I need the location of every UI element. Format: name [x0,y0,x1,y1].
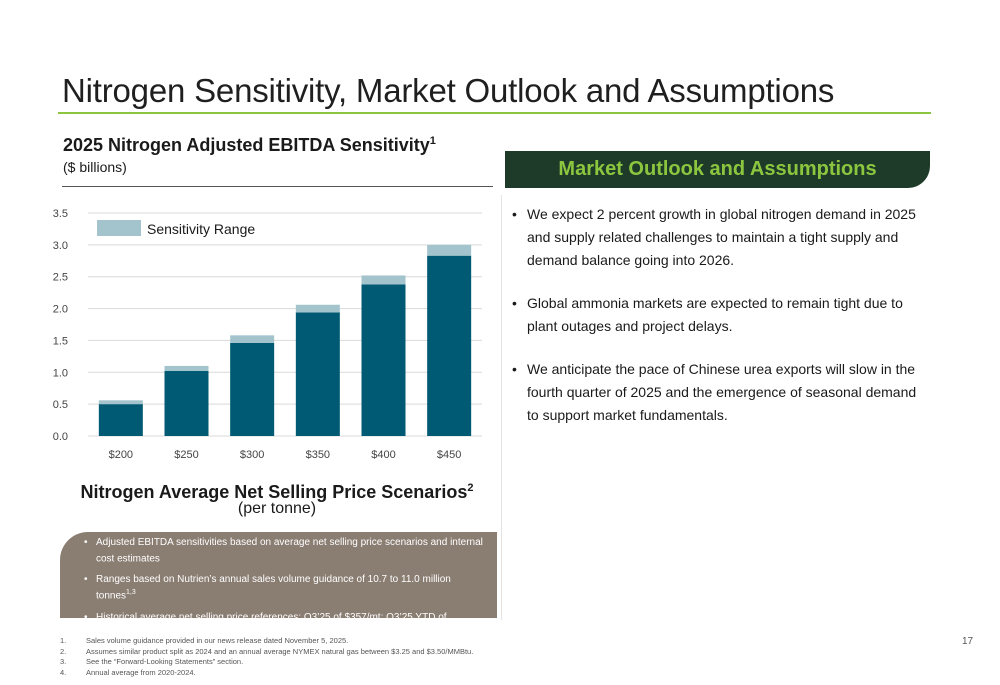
chart-x-axis: $200 $250 $300 $350 $400 $450 [109,449,462,461]
x-tick-label: $250 [174,449,198,461]
note-footnote-ref: 1,3 [126,589,136,597]
chart-x-axis-title: Nitrogen Average Net Selling Price Scena… [62,482,492,503]
x-tick-label: $350 [306,449,330,461]
x-tick-label: $300 [240,449,264,461]
chart-y-axis: 0.0 0.5 1.0 1.5 2.0 2.5 3.0 3.5 [53,208,68,443]
bar-base [230,342,275,436]
note-text: Adjusted EBITDA sensitivities based on a… [96,537,483,565]
y-tick-label: 2.0 [53,304,68,316]
page-title: Nitrogen Sensitivity, Market Outlook and… [62,72,835,109]
y-tick-label: 1.0 [53,367,68,379]
market-outlook-header: Market Outlook and Assumptions [505,151,930,188]
outlook-item: We expect 2 percent growth in global nit… [510,203,920,272]
page-number: 17 [962,636,974,647]
y-tick-label: 3.0 [53,240,68,252]
chart-top-rule [62,186,493,187]
chart-x-axis-unit: (per tonne) [237,500,317,517]
assumption-notes-box: Adjusted EBITDA sensitivities based on a… [60,532,497,639]
x-tick-label: $450 [437,449,461,461]
chart-unit-label: ($ billions) [63,159,127,175]
note-footnote-ref: 4 [254,626,259,634]
y-tick-label: 0.5 [53,399,68,411]
chart-title-text: 2025 Nitrogen Adjusted EBITDA Sensitivit… [63,135,430,155]
footnote-number: 4. [60,667,67,677]
chart-title: 2025 Nitrogen Adjusted EBITDA Sensitivit… [63,135,436,156]
bar-sensitivity-range [164,365,209,372]
title-rule [58,112,931,114]
market-outlook-list: We expect 2 percent growth in global nit… [510,203,920,447]
bar-base [295,312,340,436]
bar-sensitivity-range [98,400,143,405]
bar-base [427,255,472,436]
bar-base [98,404,143,436]
note-item: Ranges based on Nutrien’s annual sales v… [82,573,483,602]
footnote-text: Annual average from 2020-2024. [86,667,196,677]
note-text: Ranges based on Nutrien’s annual sales v… [96,574,451,602]
footnote-number: 3. [60,657,67,666]
column-divider [501,195,502,620]
footnote: 4. Annual average from 2020-2024. [60,668,473,679]
x-tick-label: $200 [109,449,133,461]
note-item: Adjusted EBITDA sensitivities based on a… [82,536,483,565]
bar-base [361,284,406,436]
footnote: 2. Assumes similar product split as 2024 … [60,647,473,658]
note-text: Historical average net selling price ref… [96,611,447,639]
footnote: 3. See the “Forward-Looking Statements” s… [60,657,473,668]
ebitda-sensitivity-bar-chart: 0.0 0.5 1.0 1.5 2.0 2.5 3.0 3.5 $200 $250 $300 $35… [53,208,482,461]
footnote: 1. Sales volume guidance provided in our … [60,636,473,647]
chart-x-axis-title-text: Nitrogen Average Net Selling Price Scena… [80,482,468,502]
footnotes: 1. Sales volume guidance provided in our … [60,636,473,678]
chart-gridlines [88,212,482,437]
footnote-number: 1. [60,636,67,645]
y-tick-label: 1.5 [53,335,68,347]
footnote-text: Sales volume guidance provided in our ne… [86,636,349,645]
bar-sensitivity-range [230,335,275,343]
assumption-notes-list: Adjusted EBITDA sensitivities based on a… [82,536,483,640]
legend-label: Sensitivity Range [147,221,255,237]
footnote-text: Assumes similar product split as 2024 an… [86,646,474,656]
chart-legend: Sensitivity Range [97,220,255,237]
x-tick-label: $400 [371,449,395,461]
y-tick-label: 0.0 [53,431,68,443]
legend-swatch [97,220,141,236]
bar-base [164,371,209,436]
bar-sensitivity-range [361,275,406,285]
outlook-item: We anticipate the pace of Chinese urea e… [510,358,920,427]
footnote-number: 2. [60,646,67,656]
footnote-text: See the “Forward-Looking Statements” sec… [86,657,244,666]
bar-sensitivity-range [295,304,340,313]
note-item: Historical average net selling price ref… [82,611,483,640]
bar-sensitivity-range [427,244,472,256]
chart-x-axis-footnote-ref: 2 [467,482,474,494]
y-tick-label: 2.5 [53,272,68,284]
outlook-item: Global ammonia markets are expected to r… [510,292,920,338]
chart-title-footnote-ref: 1 [429,135,436,147]
y-tick-label: 3.5 [53,208,68,220]
chart-bars [98,244,472,436]
